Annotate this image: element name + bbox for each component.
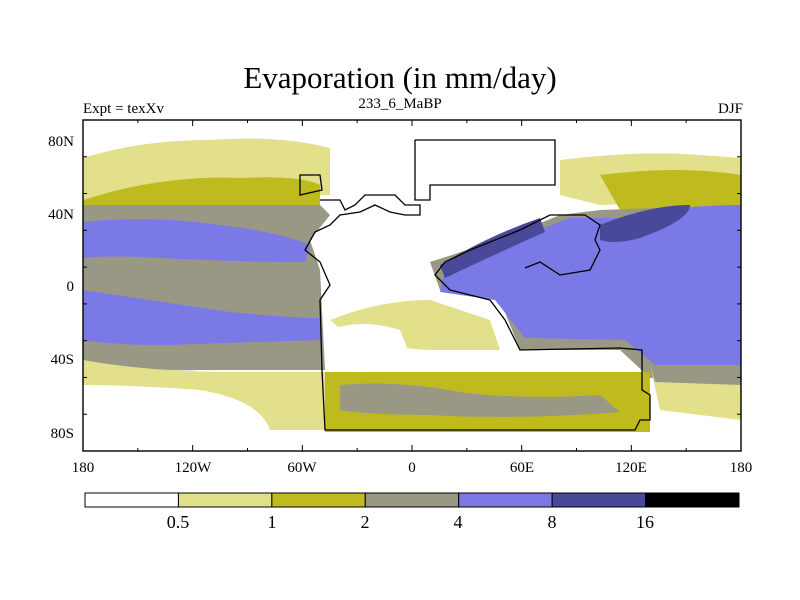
colorbar: [84, 492, 740, 508]
field-south-pale: [83, 360, 325, 430]
colorbar-bin: [271, 492, 366, 508]
colorbar-label: 0.5: [167, 512, 190, 532]
field-east-darkblue-2: [600, 205, 690, 243]
field-central-white: [330, 324, 410, 355]
colorbar-label: 8: [548, 512, 557, 532]
colorbar-label: 1: [268, 512, 277, 532]
field-west-blue-north: [83, 219, 310, 262]
lat-tick-label: 0: [67, 279, 75, 295]
coastline: [299, 139, 651, 431]
map-field: [83, 120, 741, 451]
colorbar-bin: [458, 492, 553, 508]
lon-tick-label: 60W: [287, 460, 317, 476]
field-south-land-grey: [340, 383, 620, 417]
lat-tick-label: 40N: [48, 207, 74, 223]
field-east-darkblue-1: [440, 218, 545, 278]
colorbar-bin: [645, 492, 740, 508]
season-label: DJF: [717, 101, 743, 117]
lon-tick-label: 60E: [510, 460, 534, 476]
field-west-blue-south: [83, 290, 322, 345]
lat-tick-label: 80S: [51, 426, 74, 442]
field-north-olive: [83, 177, 320, 210]
colorbar-bin: [551, 492, 647, 508]
experiment-label: Expt = texXv: [83, 101, 164, 117]
colorbar-label: 16: [636, 512, 654, 532]
colorbar-bin: [364, 492, 460, 508]
lon-tick-label: 0: [408, 460, 416, 476]
field-northeast-olive: [600, 170, 741, 210]
axis-ticks: [82, 119, 742, 452]
map-title: Evaporation (in mm/day): [243, 60, 557, 95]
lon-tick-label: 120E: [615, 460, 647, 476]
lon-tick-label: 180: [730, 460, 753, 476]
colorbar-bin: [177, 492, 273, 508]
lon-tick-label: 180: [72, 460, 95, 476]
lat-tick-label: 40S: [51, 352, 74, 368]
lon-tick-label: 120W: [175, 460, 213, 476]
period-label: 233_6_MaBP: [358, 96, 442, 112]
lat-tick-label: 80N: [48, 134, 74, 150]
colorbar-label: 2: [361, 512, 370, 532]
colorbar-bin: [84, 492, 179, 508]
colorbar-label: 4: [454, 512, 463, 532]
field-southeast-grey: [650, 365, 741, 385]
